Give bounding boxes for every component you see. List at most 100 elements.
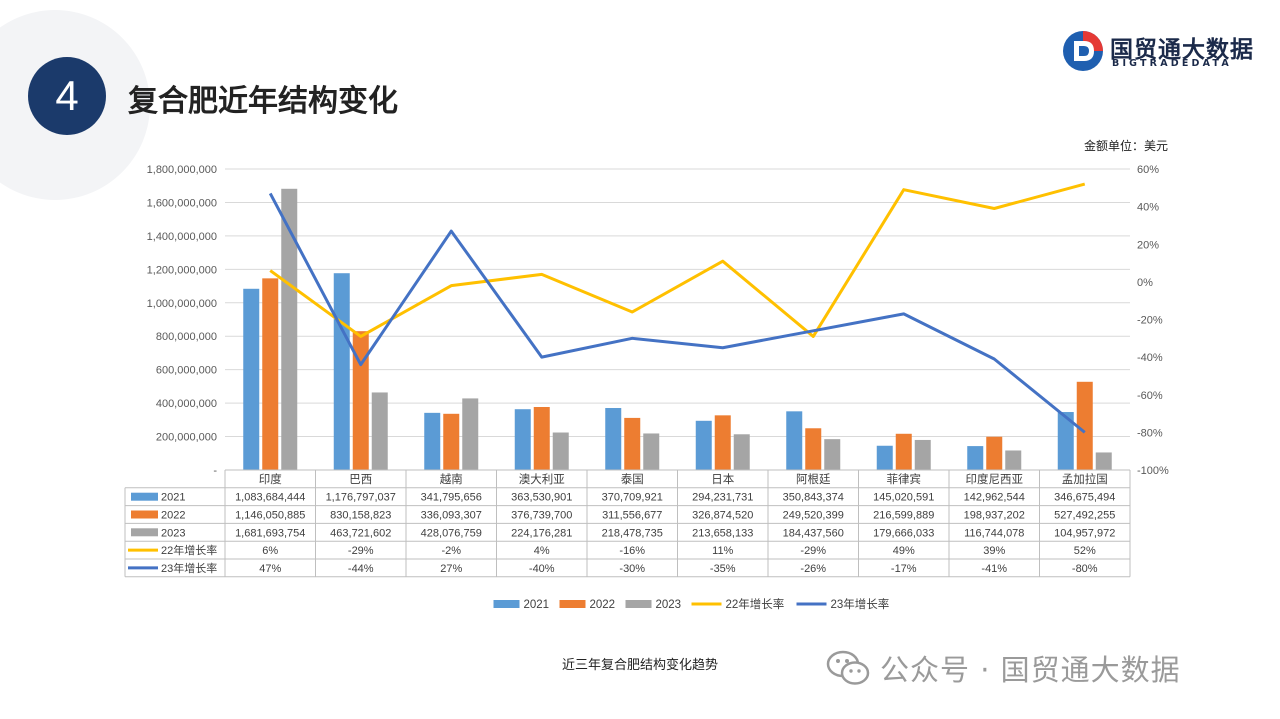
- chart-caption: 近三年复合肥结构变化趋势: [561, 658, 718, 673]
- data-label: 311,556,677: [602, 510, 662, 522]
- bar-2023: [914, 439, 931, 470]
- data-label: 336,093,307: [421, 510, 482, 522]
- bar-2022: [624, 417, 641, 470]
- category-label: 澳大利亚: [519, 472, 565, 486]
- y-left-tick-label: 1,800,000,000: [147, 164, 217, 176]
- wechat-icon: [826, 650, 870, 685]
- data-label: 179,666,033: [873, 527, 934, 539]
- data-label: 27%: [440, 563, 462, 575]
- bar-2022: [714, 415, 731, 470]
- bar-2023: [462, 398, 479, 470]
- data-label: -30%: [619, 563, 645, 575]
- bar-2023: [371, 392, 388, 470]
- y-right-tick-label: 60%: [1137, 164, 1159, 176]
- data-label: 341,795,656: [421, 492, 482, 504]
- line-22年增长率: [269, 182, 1086, 338]
- bar-2023: [1095, 452, 1112, 470]
- line-23年增长率: [268, 192, 1086, 434]
- bar-2022: [262, 278, 279, 470]
- data-label: 350,843,374: [783, 492, 844, 504]
- data-label: 428,076,759: [421, 527, 482, 539]
- y-left-tick-label: 200,000,000: [156, 432, 217, 444]
- y-left-tick-label: 1,400,000,000: [147, 231, 217, 243]
- data-label: 224,176,281: [511, 527, 572, 539]
- legend-key-2021: [493, 600, 520, 608]
- data-label: 52%: [1074, 545, 1096, 557]
- y-right-tick-label: 40%: [1137, 202, 1159, 214]
- data-label: 346,675,494: [1054, 492, 1115, 504]
- bar-2021: [1057, 412, 1074, 470]
- legend-label: 2023: [656, 599, 682, 611]
- logo-mark-icon: [1063, 31, 1103, 71]
- y-right-tick-label: -20%: [1137, 315, 1163, 327]
- data-label: -16%: [619, 545, 645, 557]
- bar-2022: [1076, 381, 1093, 470]
- data-label: 142,962,544: [964, 492, 1025, 504]
- data-label: 294,231,731: [692, 492, 753, 504]
- data-label: 370,709,921: [602, 492, 663, 504]
- brand-logo: 国贸通大数据 BIGTRADEDATA: [1062, 28, 1253, 74]
- logo-name-en: BIGTRADEDATA: [1112, 58, 1232, 69]
- page-title: 复合肥近年结构变化: [128, 84, 398, 119]
- category-label: 印度尼西亚: [966, 472, 1024, 486]
- legend-key-2023: [625, 600, 652, 608]
- table-legend-key-2022: [131, 510, 158, 519]
- bar-2021: [967, 446, 984, 470]
- section-number-badge: 4: [28, 57, 106, 135]
- category-label: 印度: [259, 472, 282, 486]
- data-label: 1,146,050,885: [235, 510, 305, 522]
- legend-label: 2021: [524, 599, 550, 611]
- table-series-name: 22年增长率: [161, 543, 217, 557]
- data-label: -35%: [710, 563, 736, 575]
- y-left-tick-label: 1,600,000,000: [147, 197, 217, 209]
- bar-2022: [352, 331, 369, 470]
- table-legend-key-2023: [131, 528, 158, 537]
- watermark-text: 公众号 · 国贸通大数据: [880, 653, 1181, 687]
- data-label: 104,957,972: [1054, 527, 1115, 539]
- table-legend-key-2021: [131, 492, 158, 501]
- data-label: 4%: [534, 545, 550, 557]
- data-label: 1,681,693,754: [235, 527, 305, 539]
- table-series-name: 2022: [161, 510, 185, 522]
- y-left-tick-label: 1,000,000,000: [147, 298, 217, 310]
- data-label: 39%: [983, 545, 1005, 557]
- data-label: 145,020,591: [873, 492, 934, 504]
- y-right-tick-label: -60%: [1137, 390, 1163, 402]
- y-left-tick-label: 400,000,000: [156, 398, 217, 410]
- bar-2023: [552, 432, 569, 470]
- y-right-tick-label: -40%: [1137, 352, 1163, 364]
- bar-2021: [876, 445, 893, 470]
- data-label: 116,744,078: [964, 527, 1024, 539]
- data-label: -17%: [891, 563, 917, 575]
- data-label: 216,599,889: [873, 510, 934, 522]
- unit-note: 金额单位：美元: [1083, 139, 1168, 153]
- bar-2022: [805, 428, 822, 470]
- category-label: 巴西: [349, 474, 372, 486]
- bar-2023: [281, 188, 298, 470]
- bar-2021: [333, 273, 350, 470]
- data-label: 213,658,133: [692, 527, 753, 539]
- data-label: 184,437,560: [783, 527, 844, 539]
- table-series-name: 2023: [161, 527, 185, 539]
- bar-2022: [986, 436, 1003, 470]
- data-label: 6%: [262, 545, 278, 557]
- y-left-tick-label: 1,200,000,000: [147, 264, 217, 276]
- bar-2022: [533, 407, 550, 470]
- data-label: 527,492,255: [1054, 510, 1115, 522]
- data-label: 830,158,823: [330, 510, 391, 522]
- data-label: 463,721,602: [330, 527, 391, 539]
- bar-2021: [605, 408, 622, 470]
- data-label: -80%: [1072, 563, 1098, 575]
- data-label: 218,478,735: [602, 527, 663, 539]
- legend-label: 2022: [590, 599, 616, 611]
- data-label: 363,530,901: [511, 492, 572, 504]
- bar-2023: [733, 434, 750, 470]
- y-right-tick-label: -80%: [1137, 427, 1163, 439]
- category-label: 泰国: [621, 472, 644, 486]
- data-label: 1,176,797,037: [326, 492, 396, 504]
- bar-2023: [1005, 450, 1022, 470]
- data-label: 249,520,399: [783, 510, 844, 522]
- watermark: 公众号 · 国贸通大数据: [826, 646, 1181, 690]
- bar-2021: [786, 411, 803, 470]
- category-label: 菲律宾: [887, 472, 922, 486]
